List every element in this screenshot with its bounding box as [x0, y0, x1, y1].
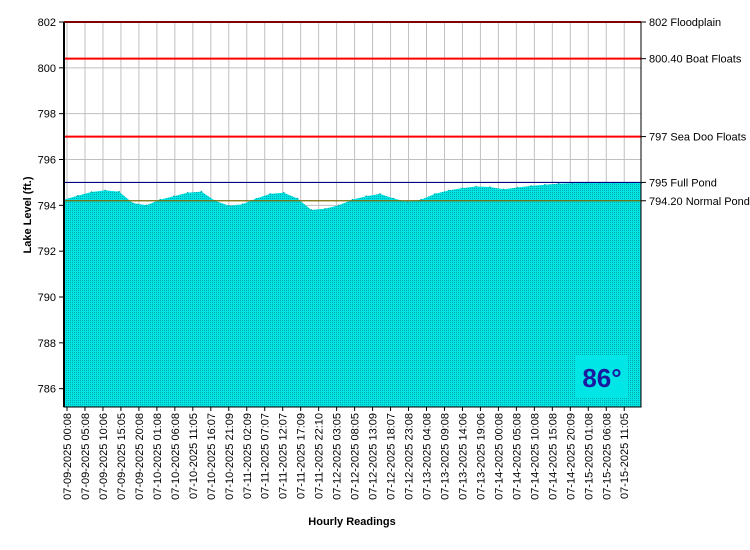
reference-line-label: 794.20 Normal Pond: [649, 196, 750, 208]
x-tick-label: 07-13-2025 04:08: [422, 413, 434, 500]
x-tick-label: 07-12-2025 08:05: [350, 413, 362, 500]
reference-line-label: 802 Floodplain: [649, 17, 721, 29]
data-point: [557, 182, 560, 185]
data-point: [379, 193, 381, 195]
x-tick-label: 07-09-2025 05:08: [80, 413, 92, 500]
data-point: [118, 190, 120, 193]
x-axis-title: Hourly Readings: [308, 516, 395, 528]
data-point: [406, 201, 409, 203]
x-tick-label: 07-11-2025 17:09: [296, 413, 308, 499]
data-point: [447, 189, 450, 192]
x-tick-label: 07-15-2025 11:05: [619, 413, 631, 499]
x-tick-label: 07-10-2025 21:09: [224, 413, 236, 500]
data-point: [516, 186, 519, 189]
y-tick-label: 798: [38, 109, 56, 121]
data-point: [241, 203, 244, 205]
data-point: [131, 202, 134, 204]
x-tick-label: 07-12-2025 23:08: [404, 413, 416, 500]
x-tick-label: 07-12-2025 13:09: [368, 413, 380, 500]
x-tick-label: 07-15-2025 01:08: [583, 413, 595, 500]
data-area-group: [63, 182, 642, 407]
data-point: [310, 209, 313, 211]
x-tick-label: 07-13-2025 09:08: [439, 413, 451, 500]
x-tick-label: 07-13-2025 19:06: [475, 413, 487, 500]
data-point: [186, 191, 189, 194]
data-point: [475, 185, 477, 188]
x-tick-label: 07-14-2025 20:09: [565, 413, 577, 500]
x-tick-label: 07-09-2025 15:05: [116, 413, 128, 500]
y-tick-label: 796: [38, 155, 56, 167]
x-tick-label: 07-11-2025 22:10: [314, 413, 326, 499]
x-tick-label: 07-15-2025 06:08: [601, 413, 613, 500]
data-point: [159, 198, 161, 201]
data-point: [145, 204, 148, 207]
data-point: [104, 189, 106, 192]
y-tick-label: 790: [38, 292, 56, 304]
x-tick-label: 07-14-2025 05:08: [511, 413, 523, 500]
data-point: [255, 197, 258, 200]
data-point: [420, 198, 423, 201]
data-point: [283, 191, 285, 194]
data-point: [200, 190, 203, 193]
reference-line-label: 795 Full Pond: [649, 177, 717, 189]
data-point: [434, 193, 436, 195]
x-tick-label: 07-09-2025 10:06: [98, 413, 110, 500]
y-axis-title: Lake Level (ft.): [22, 176, 34, 253]
reference-line-label: 797 Sea Doo Floats: [649, 132, 747, 144]
x-tick-label: 07-10-2025 06:08: [170, 413, 182, 500]
x-tick-label: 07-10-2025 11:05: [188, 413, 200, 499]
x-tick-label: 07-14-2025 10:08: [529, 413, 541, 500]
temperature-badge: 86°: [576, 356, 628, 398]
data-point: [392, 197, 395, 200]
data-point: [338, 204, 340, 207]
x-tick-label: 07-10-2025 01:08: [152, 413, 164, 500]
y-tick-label: 788: [38, 338, 56, 350]
data-point: [173, 195, 175, 197]
data-point: [228, 205, 230, 207]
y-tick-labels: 786 788 790 792 794 796 798 800 802: [38, 17, 64, 396]
x-tick-label: 07-12-2025 18:07: [386, 413, 398, 500]
data-point: [351, 198, 354, 201]
data-point: [461, 187, 464, 189]
data-point: [90, 191, 93, 193]
data-point: [365, 195, 368, 197]
x-tick-label: 07-09-2025 00:08: [62, 413, 74, 500]
reference-line-label: 800.40 Boat Floats: [649, 54, 742, 66]
data-point: [489, 186, 491, 188]
x-tick-label: 07-13-2025 14:06: [457, 413, 469, 500]
x-tick-label: 07-14-2025 00:08: [493, 413, 505, 500]
data-point: [296, 197, 299, 200]
y-tick-label: 786: [38, 384, 56, 396]
data-point: [544, 183, 546, 186]
lake-level-area: [64, 182, 641, 407]
x-tick-labels: 07-09-2025 00:08 07-09-2025 05:08 07-09-20…: [62, 407, 631, 500]
y-tick-label: 800: [38, 63, 56, 75]
y-tick-label: 792: [38, 246, 56, 258]
temperature-badge-bg: [576, 356, 628, 398]
data-point: [530, 185, 532, 187]
temperature-value: 86°: [582, 363, 621, 393]
x-tick-label: 07-11-2025 07:07: [260, 413, 272, 499]
x-tick-label: 07-10-2025 16:07: [206, 413, 218, 500]
x-tick-label: 07-14-2025 15:08: [547, 413, 559, 500]
data-point: [502, 188, 505, 191]
x-tick-label: 07-12-2025 03:05: [332, 413, 344, 500]
x-tick-label: 07-11-2025 12:07: [278, 413, 290, 499]
x-tick-label: 07-09-2025 20:08: [134, 413, 146, 500]
data-point: [76, 194, 79, 197]
data-point: [324, 208, 326, 210]
x-tick-label: 07-11-2025 02:09: [242, 413, 254, 499]
y-tick-label: 802: [38, 17, 56, 29]
data-point: [269, 193, 271, 195]
y-tick-label: 794: [38, 200, 56, 212]
